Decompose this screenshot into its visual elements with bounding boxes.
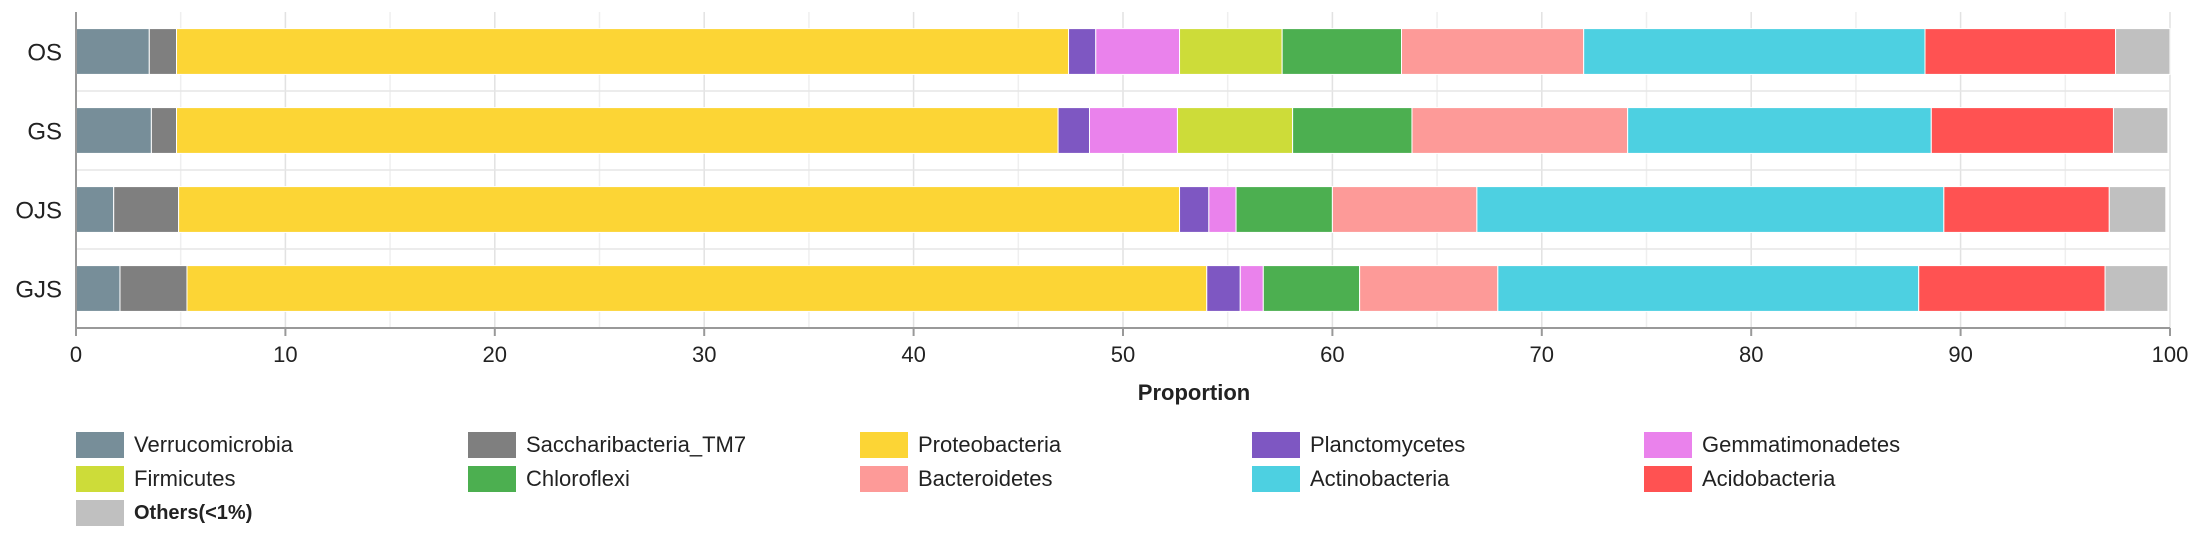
legend-swatch bbox=[1644, 432, 1692, 458]
x-tick-label: 0 bbox=[70, 342, 82, 367]
x-tick-label: 10 bbox=[273, 342, 297, 367]
bar-segment-os-9 bbox=[1924, 28, 2117, 75]
legend-swatch bbox=[1252, 466, 1300, 492]
bar-segment-os-8 bbox=[1583, 28, 1926, 75]
bar-segment-os-7 bbox=[1401, 28, 1585, 75]
y-tick-label: GS bbox=[27, 119, 62, 146]
legend-label: Gemmatimonadetes bbox=[1702, 432, 1901, 457]
bar-segment-os-2 bbox=[176, 28, 1070, 75]
legend-item: Acidobacteria bbox=[1644, 464, 1835, 494]
bar-segment-gjs-9 bbox=[1918, 265, 2106, 312]
legend-label: Acidobacteria bbox=[1702, 466, 1836, 491]
bar-segment-os-10 bbox=[2115, 28, 2171, 75]
y-tick-label: OS bbox=[27, 40, 62, 67]
bar-segment-gs-7 bbox=[1411, 107, 1629, 154]
legend-swatch bbox=[860, 466, 908, 492]
bar-segment-ojs-1 bbox=[113, 186, 180, 233]
bar-segment-gs-1 bbox=[150, 107, 178, 154]
bar-segment-ojs-0 bbox=[75, 186, 115, 233]
bar-segment-gjs-3 bbox=[1206, 265, 1241, 312]
bar-segment-os-1 bbox=[148, 28, 178, 75]
legend-label: Verrucomicrobia bbox=[134, 432, 293, 457]
bar-segment-gjs-10 bbox=[2104, 265, 2169, 312]
bar-segment-gs-10 bbox=[2112, 107, 2169, 154]
bar-segment-gs-0 bbox=[75, 107, 152, 154]
legend-item: Actinobacteria bbox=[1252, 464, 1449, 494]
legend-item: Bacteroidetes bbox=[860, 464, 1053, 494]
x-tick-label: 80 bbox=[1739, 342, 1763, 367]
legend-label: Others(<1%) bbox=[134, 501, 253, 524]
x-tick-label: 30 bbox=[692, 342, 716, 367]
bar-segment-gjs-1 bbox=[119, 265, 188, 312]
bar-segment-os-6 bbox=[1281, 28, 1403, 75]
x-tick-label: 90 bbox=[1948, 342, 1972, 367]
bars bbox=[75, 28, 2171, 312]
x-tick-label: 50 bbox=[1111, 342, 1135, 367]
legend-item: Firmicutes bbox=[76, 464, 235, 494]
bar-segment-gjs-2 bbox=[186, 265, 1208, 312]
bar-segment-os-0 bbox=[75, 28, 150, 75]
legend-swatch bbox=[76, 432, 124, 458]
legend-label: Actinobacteria bbox=[1310, 466, 1450, 491]
legend-item: Proteobacteria bbox=[860, 430, 1061, 460]
bar-segment-gs-9 bbox=[1930, 107, 2114, 154]
legend-swatch bbox=[468, 466, 516, 492]
bar-segment-gjs-6 bbox=[1262, 265, 1361, 312]
legend-swatch bbox=[1644, 466, 1692, 492]
legend-swatch bbox=[468, 432, 516, 458]
bar-segment-gjs-4 bbox=[1239, 265, 1264, 312]
x-tick-label: 100 bbox=[2152, 342, 2189, 367]
bar-segment-gs-4 bbox=[1088, 107, 1178, 154]
legend-label: Saccharibacteria_TM7 bbox=[526, 432, 747, 457]
bar-segment-gs-2 bbox=[176, 107, 1059, 154]
legend-label: Bacteroidetes bbox=[918, 466, 1053, 491]
bar-segment-ojs-7 bbox=[1331, 186, 1478, 233]
y-tick-label: OJS bbox=[15, 198, 62, 225]
bar-segment-gs-3 bbox=[1057, 107, 1090, 154]
legend-item: Planctomycetes bbox=[1252, 430, 1465, 460]
x-tick-label: 40 bbox=[901, 342, 925, 367]
bar-segment-os-3 bbox=[1068, 28, 1097, 75]
bar-segment-gjs-0 bbox=[75, 265, 121, 312]
bar-segment-ojs-10 bbox=[2108, 186, 2167, 233]
legend-label: Planctomycetes bbox=[1310, 432, 1466, 457]
legend-label: Firmicutes bbox=[134, 466, 236, 491]
bar-segment-ojs-6 bbox=[1235, 186, 1333, 233]
y-tick-label: GJS bbox=[15, 277, 62, 304]
x-tick-label: 20 bbox=[483, 342, 507, 367]
bar-segment-ojs-2 bbox=[178, 186, 1181, 233]
bar-segment-gjs-8 bbox=[1497, 265, 1920, 312]
bar-segment-ojs-8 bbox=[1476, 186, 1945, 233]
bar-segment-gs-6 bbox=[1292, 107, 1413, 154]
bar-segment-gjs-7 bbox=[1359, 265, 1499, 312]
bar-segment-ojs-9 bbox=[1943, 186, 2110, 233]
legend-item: Saccharibacteria_TM7 bbox=[468, 430, 746, 460]
bar-segment-gs-5 bbox=[1176, 107, 1294, 154]
legend-swatch bbox=[76, 500, 124, 526]
legend-item: Verrucomicrobia bbox=[76, 430, 293, 460]
bar-segment-os-5 bbox=[1179, 28, 1283, 75]
x-tick-label: 70 bbox=[1530, 342, 1554, 367]
legend-item: Others(<1%) bbox=[76, 498, 252, 528]
legend-label: Chloroflexi bbox=[526, 466, 630, 491]
bar-segment-gs-8 bbox=[1627, 107, 1932, 154]
bar-segment-ojs-4 bbox=[1208, 186, 1237, 233]
legend-item: Chloroflexi bbox=[468, 464, 630, 494]
stacked-bar-chart: OS GS OJS GJS 0 10 20 30 40 50 60 70 80 90 100 Proport… bbox=[15, 12, 2188, 405]
x-axis-title: Proportion bbox=[1138, 380, 1250, 405]
legend-swatch bbox=[1252, 432, 1300, 458]
legend-swatch bbox=[76, 466, 124, 492]
bar-segment-ojs-3 bbox=[1179, 186, 1210, 233]
legend-label: Proteobacteria bbox=[918, 432, 1062, 457]
bar-segment-os-4 bbox=[1095, 28, 1181, 75]
legend-swatch bbox=[860, 432, 908, 458]
x-tick-label: 60 bbox=[1320, 342, 1344, 367]
legend-item: Gemmatimonadetes bbox=[1644, 430, 1900, 460]
axes: OS GS OJS GJS 0 10 20 30 40 50 60 70 80 90 100 bbox=[15, 12, 2188, 367]
